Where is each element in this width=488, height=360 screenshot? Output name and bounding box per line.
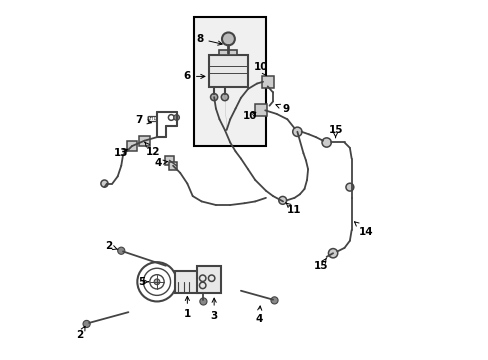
Bar — [175, 271, 198, 293]
Circle shape — [154, 279, 160, 285]
Text: 15: 15 — [313, 258, 328, 271]
Text: 2: 2 — [77, 327, 85, 341]
Circle shape — [222, 32, 234, 45]
Text: 9: 9 — [275, 104, 288, 113]
Text: 13: 13 — [114, 148, 128, 158]
Bar — [168, 162, 177, 170]
Text: 4: 4 — [255, 306, 262, 324]
Text: 11: 11 — [285, 203, 301, 215]
Circle shape — [328, 249, 337, 258]
Text: 15: 15 — [327, 125, 342, 138]
Bar — [148, 116, 156, 121]
Bar — [194, 18, 265, 146]
Circle shape — [200, 298, 206, 305]
Text: 6: 6 — [183, 71, 204, 81]
Circle shape — [221, 94, 228, 101]
Bar — [261, 76, 273, 88]
Circle shape — [270, 297, 278, 304]
Bar — [208, 55, 247, 87]
Circle shape — [173, 114, 179, 120]
Bar — [139, 136, 149, 146]
Circle shape — [210, 94, 217, 101]
Circle shape — [101, 180, 108, 187]
Circle shape — [345, 183, 353, 191]
Text: 3: 3 — [210, 298, 217, 321]
Text: 8: 8 — [196, 34, 222, 45]
Text: 1: 1 — [183, 296, 191, 319]
Bar — [165, 156, 173, 165]
Text: 7: 7 — [135, 115, 151, 125]
Bar — [126, 141, 137, 151]
Bar — [254, 104, 266, 116]
Bar — [197, 266, 220, 293]
Text: 14: 14 — [354, 222, 372, 237]
Circle shape — [278, 197, 286, 204]
Text: 5: 5 — [138, 277, 148, 287]
Text: 12: 12 — [144, 142, 161, 157]
Circle shape — [83, 320, 90, 328]
Text: OHD: OHD — [146, 116, 157, 121]
Text: 10: 10 — [253, 63, 267, 76]
Bar — [219, 50, 237, 55]
Text: 2: 2 — [105, 241, 118, 251]
Text: 10: 10 — [242, 111, 257, 121]
Circle shape — [322, 138, 331, 147]
Circle shape — [292, 127, 302, 136]
Text: 4: 4 — [154, 158, 167, 168]
Circle shape — [118, 247, 124, 254]
